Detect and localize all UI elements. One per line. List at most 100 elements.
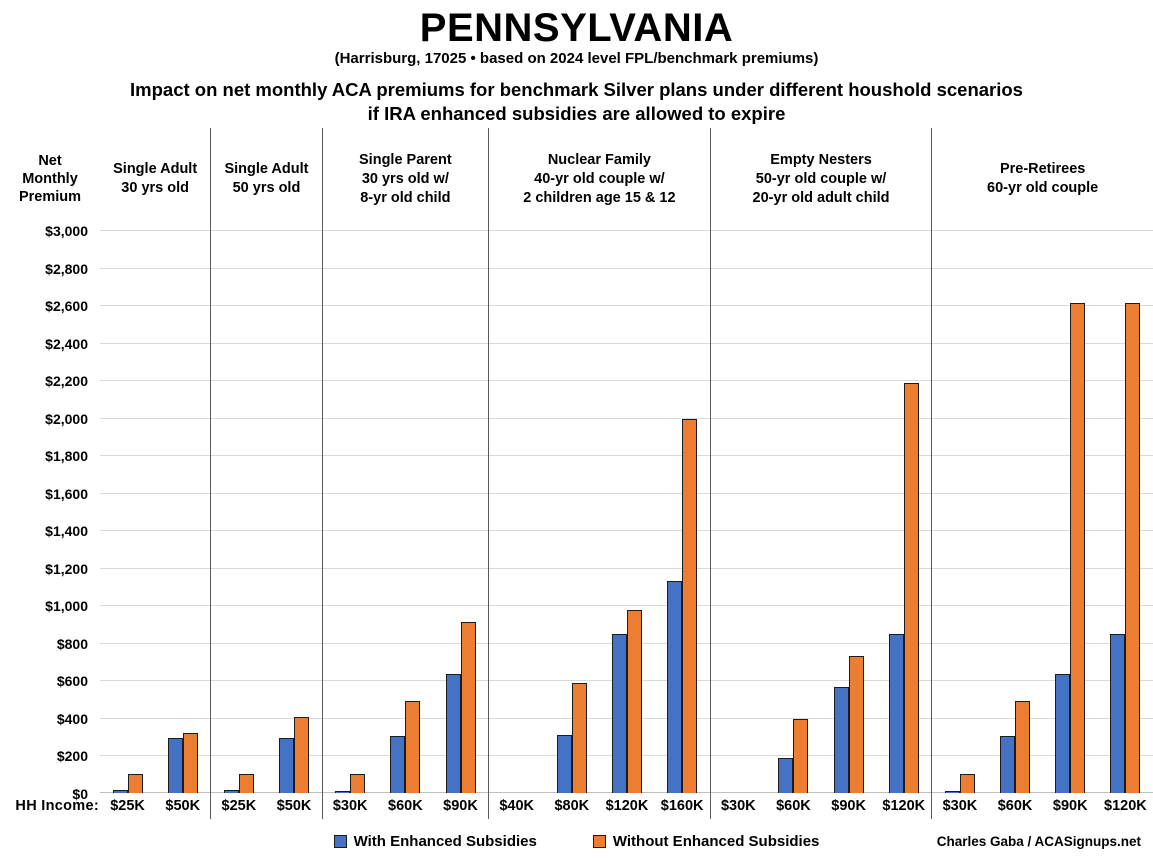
income-label: $50K — [165, 798, 201, 814]
chart-question: Impact on net monthly ACA premiums for b… — [0, 78, 1153, 126]
bar-without-enhanced-subsidies — [571, 683, 587, 793]
scenario-plot — [100, 230, 210, 793]
bar-pair — [433, 230, 488, 793]
scenario-header-line: 20-yr old adult child — [752, 189, 890, 206]
bar-pair — [766, 230, 821, 793]
bar-with-enhanced-subsidies — [390, 735, 406, 793]
scenario-plot — [323, 230, 488, 793]
bar-without-enhanced-subsidies — [460, 622, 476, 793]
scenario-header-line: 30 yrs old w/ — [361, 170, 449, 187]
legend-label: Without Enhanced Subsidies — [612, 832, 820, 850]
scenario-header-line: Pre-Retirees — [999, 161, 1086, 177]
income-label: $30K — [332, 798, 368, 814]
bar-without-enhanced-subsidies — [903, 382, 919, 793]
y-tick-label: $800 — [56, 635, 88, 652]
scenario-header-line: 40-yr old couple w/ — [534, 170, 665, 187]
bar-with-enhanced-subsidies — [279, 737, 295, 793]
scenario-group: Single Adult 30 yrs old $25K $50K — [100, 128, 210, 819]
bar-with-enhanced-subsidies — [833, 687, 849, 793]
y-tick-label: $1,200 — [45, 560, 88, 577]
bar-with-enhanced-subsidies — [888, 634, 904, 793]
scenario-plot — [711, 230, 932, 793]
income-label: $60K — [388, 798, 423, 814]
scenario-plot — [932, 230, 1153, 793]
y-axis-title: Net Monthly Premium — [18, 153, 82, 205]
y-tick-label: $2,600 — [45, 298, 88, 315]
chart-groups: Single Adult 30 yrs old $25K $50K Single Adu… — [100, 128, 1153, 819]
scenario-header-line: 8-yr old child — [360, 189, 451, 206]
bar-with-enhanced-subsidies — [223, 790, 239, 793]
scenario-header-line: Empty Nesters — [770, 151, 872, 168]
bar-without-enhanced-subsidies — [682, 418, 698, 793]
income-labels-row: $25K $50K — [100, 793, 210, 819]
y-tick-label: $0 — [72, 786, 88, 802]
bar-pair — [378, 230, 433, 793]
bar-without-enhanced-subsidies — [127, 774, 143, 793]
income-label: $90K — [831, 798, 866, 814]
y-tick-label: $2,400 — [45, 335, 88, 352]
scenario-group: Nuclear Family 40-yr old couple w/2 child… — [488, 128, 710, 819]
income-label: $120K — [1104, 798, 1147, 814]
bar-pair — [876, 230, 931, 793]
bar-pair — [821, 230, 876, 793]
income-label: $120K — [605, 798, 649, 814]
scenario-header-line: Single Parent — [359, 151, 452, 168]
bar-without-enhanced-subsidies — [1015, 701, 1031, 793]
bar-with-enhanced-subsidies — [112, 790, 128, 793]
y-tick-label: $1,600 — [45, 485, 88, 502]
income-label: $30K — [720, 798, 756, 814]
bar-without-enhanced-subsidies — [848, 656, 864, 793]
income-label: $120K — [882, 798, 926, 814]
y-tick-label: $600 — [56, 673, 88, 690]
y-tick-label: $2,000 — [45, 410, 88, 427]
scenario-header: Single Adult 50 yrs old — [211, 128, 321, 230]
chart-question-line2: if IRA enhanced subsidies are allowed to… — [367, 103, 786, 124]
bar-pair — [211, 230, 266, 793]
bar-pair — [544, 230, 599, 793]
legend-swatch-icon — [592, 834, 606, 848]
legend-row: With Enhanced Subsidies Without Enhanced … — [0, 829, 1153, 853]
scenario-header-line: Single Adult — [113, 161, 198, 177]
scenario-header: Empty Nesters 50-yr old couple w/20-yr ol… — [711, 128, 932, 230]
page-subtitle: (Harrisburg, 17025 • based on 2024 level… — [334, 50, 819, 67]
income-label: $25K — [110, 798, 145, 814]
bar-with-enhanced-subsidies — [778, 758, 794, 793]
bar-with-enhanced-subsidies — [667, 580, 683, 793]
income-label: $50K — [276, 798, 312, 814]
bar-without-enhanced-subsidies — [182, 732, 198, 793]
scenario-header: Pre-Retirees 60-yr old couple — [932, 128, 1153, 230]
y-tick-label: $1,800 — [45, 448, 88, 465]
income-label: $25K — [221, 798, 257, 814]
scenario-header: Single Adult 30 yrs old — [100, 128, 210, 230]
income-labels-row: $30K $60K $90K $120K — [932, 793, 1153, 819]
income-label: $30K — [942, 798, 978, 814]
credit-text: Charles Gaba / ACASignups.net — [936, 833, 1141, 849]
bar-without-enhanced-subsidies — [959, 774, 975, 793]
y-tick-label: $1,000 — [45, 598, 88, 615]
legend-item-with-enhanced: With Enhanced Subsidies — [333, 833, 537, 850]
bar-pair — [988, 230, 1043, 793]
scenario-group: Pre-Retirees 60-yr old couple $30K $60K $90K… — [931, 128, 1153, 819]
bar-pair — [1098, 230, 1153, 793]
income-labels-row: $40K $80K $120K $160K — [489, 793, 710, 819]
bar-with-enhanced-subsidies — [611, 634, 627, 793]
y-axis-column: Net Monthly Premium $0 $200 $400 $600 $800 $1… — [0, 128, 100, 819]
bar-without-enhanced-subsidies — [294, 717, 310, 793]
income-label: $40K — [499, 798, 534, 814]
hh-income-label: HH Income: — [15, 798, 99, 814]
plot-area: Single Adult 30 yrs old $25K $50K Single Adu… — [100, 128, 1153, 819]
income-label: $60K — [776, 798, 811, 814]
scenario-plot — [211, 230, 321, 793]
bar-pair — [489, 230, 544, 793]
bar-pair — [1043, 230, 1098, 793]
income-label: $90K — [1052, 798, 1088, 814]
scenario-plot — [489, 230, 710, 793]
income-label: $160K — [660, 798, 704, 814]
y-tick-label: $2,200 — [45, 373, 88, 390]
scenario-header-line: 50-yr old couple w/ — [755, 170, 887, 187]
scenario-header: Single Parent 30 yrs old w/8-yr old child — [323, 128, 488, 230]
y-tick-label: $400 — [56, 710, 88, 727]
scenario-header-line: Nuclear Family — [547, 151, 651, 168]
bar-with-enhanced-subsidies — [556, 734, 572, 793]
